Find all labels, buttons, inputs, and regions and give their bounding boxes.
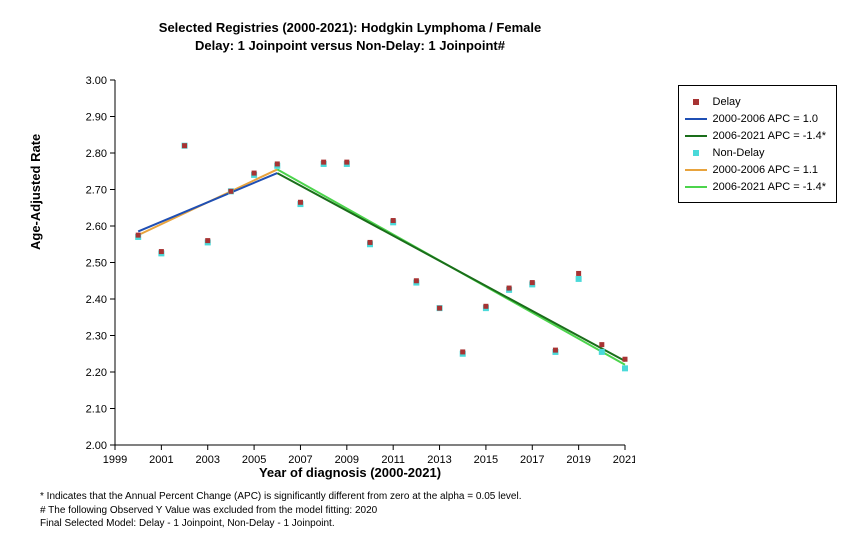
svg-text:2009: 2009 — [335, 454, 359, 466]
svg-text:2.70: 2.70 — [86, 185, 107, 197]
chart-title-line2: Delay: 1 Joinpoint versus Non-Delay: 1 J… — [0, 38, 700, 53]
chart-plot-area: 2.00 2.10 2.20 2.30 2.40 2.50 2.60 2.70 2.80 2.90… — [70, 70, 635, 475]
svg-text:3.00: 3.00 — [86, 75, 107, 87]
svg-text:2.80: 2.80 — [86, 148, 107, 160]
svg-text:2.20: 2.20 — [86, 367, 107, 379]
svg-text:2001: 2001 — [149, 454, 173, 466]
legend-item: 2006-2021 APC = -1.4* — [685, 128, 826, 143]
legend-line-icon — [685, 130, 707, 142]
legend-label: 2000-2006 APC = 1.0 — [713, 113, 819, 125]
legend-item: 2000-2006 APC = 1.0 — [685, 111, 826, 126]
legend-item: Non-Delay — [685, 145, 826, 160]
footnote-1: * Indicates that the Annual Percent Chan… — [40, 490, 521, 504]
legend-line-icon — [685, 164, 707, 176]
svg-text:2011: 2011 — [381, 454, 405, 466]
svg-text:2003: 2003 — [195, 454, 219, 466]
svg-text:2013: 2013 — [427, 454, 451, 466]
legend-marker-icon — [685, 147, 707, 159]
svg-text:2.90: 2.90 — [86, 112, 107, 124]
legend: Delay 2000-2006 APC = 1.0 2006-2021 APC = … — [678, 85, 837, 203]
svg-text:2.50: 2.50 — [86, 258, 107, 270]
svg-text:1999: 1999 — [103, 454, 127, 466]
chart-title-line1: Selected Registries (2000-2021): Hodgkin… — [0, 20, 700, 35]
footnote-3: Final Selected Model: Delay - 1 Joinpoin… — [40, 517, 521, 531]
svg-text:2005: 2005 — [242, 454, 266, 466]
legend-item: 2006-2021 APC = -1.4* — [685, 179, 826, 194]
legend-label: 2000-2006 APC = 1.1 — [713, 164, 819, 176]
legend-line-icon — [685, 113, 707, 125]
svg-text:2.60: 2.60 — [86, 221, 107, 233]
svg-text:2.30: 2.30 — [86, 331, 107, 343]
svg-text:2.40: 2.40 — [86, 294, 107, 306]
footnote-2: # The following Observed Y Value was exc… — [40, 504, 521, 518]
svg-text:2007: 2007 — [288, 454, 312, 466]
legend-label: Delay — [713, 96, 741, 108]
svg-text:2017: 2017 — [520, 454, 544, 466]
legend-item: Delay — [685, 94, 826, 109]
svg-text:2.10: 2.10 — [86, 404, 107, 416]
legend-label: 2006-2021 APC = -1.4* — [713, 181, 826, 193]
legend-item: 2000-2006 APC = 1.1 — [685, 162, 826, 177]
footnotes: * Indicates that the Annual Percent Chan… — [40, 490, 521, 531]
y-axis-label: Age-Adjusted Rate — [28, 134, 43, 250]
legend-label: Non-Delay — [713, 147, 765, 159]
legend-marker-icon — [685, 96, 707, 108]
legend-label: 2006-2021 APC = -1.4* — [713, 130, 826, 142]
legend-line-icon — [685, 181, 707, 193]
svg-text:2015: 2015 — [474, 454, 498, 466]
svg-text:2021: 2021 — [613, 454, 635, 466]
svg-text:2019: 2019 — [566, 454, 590, 466]
svg-text:2.00: 2.00 — [86, 440, 107, 452]
